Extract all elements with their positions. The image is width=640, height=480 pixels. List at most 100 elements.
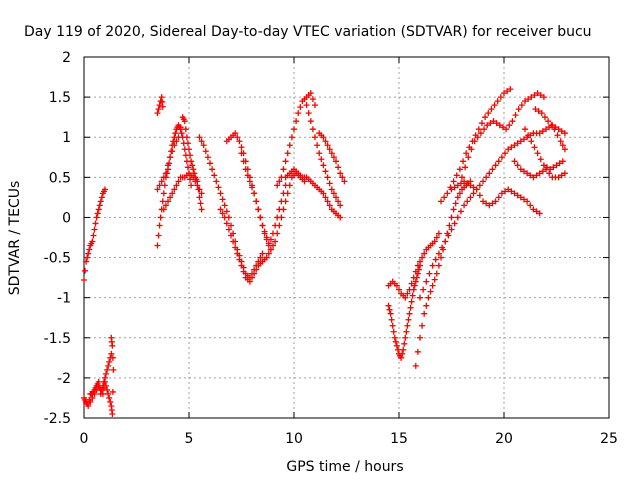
series-arc-r — [412, 178, 474, 369]
data-point-plus — [534, 150, 541, 157]
series-arc-a — [81, 186, 108, 284]
data-point-plus — [316, 150, 323, 157]
data-point-plus — [253, 198, 260, 205]
data-point-plus — [320, 134, 327, 141]
data-point-plus — [433, 234, 440, 241]
data-point-plus — [520, 136, 527, 143]
data-point-plus — [535, 108, 542, 115]
data-point-plus — [251, 270, 258, 277]
data-point-plus — [234, 134, 241, 141]
data-point-plus — [431, 238, 438, 245]
data-point-plus — [514, 192, 521, 199]
data-point-plus — [190, 166, 197, 173]
data-point-plus — [284, 150, 291, 157]
data-point-plus — [489, 166, 496, 173]
data-point-plus — [486, 202, 493, 209]
data-point-plus — [527, 202, 534, 209]
data-point-plus — [165, 162, 171, 169]
data-point-plus — [488, 106, 495, 113]
series-arc-c — [87, 334, 117, 417]
data-point-plus — [531, 144, 538, 151]
data-point-plus — [196, 186, 203, 193]
data-point-plus — [337, 202, 344, 209]
data-point-plus — [324, 142, 331, 149]
data-point-plus — [242, 166, 249, 173]
data-point-plus — [517, 194, 524, 201]
data-point-plus — [337, 170, 344, 177]
data-point-plus — [522, 126, 528, 133]
data-point-plus — [540, 162, 547, 169]
data-point-plus — [249, 184, 255, 191]
data-point-plus — [527, 172, 534, 179]
data-point-plus — [457, 208, 464, 215]
data-point-plus — [232, 244, 239, 251]
data-point-plus — [207, 160, 213, 167]
data-point-plus — [467, 194, 474, 201]
data-point-plus — [188, 158, 195, 165]
data-point-plus — [445, 232, 452, 239]
data-point-plus — [322, 168, 329, 175]
y-axis-tick-labels: -2.5 -2 -1.5 -1 -0.5 0 0.5 1 1.5 2 — [44, 50, 71, 427]
data-point-plus — [432, 256, 439, 263]
data-point-plus — [109, 388, 116, 395]
data-point-plus — [433, 270, 440, 277]
data-point-plus — [412, 268, 419, 275]
data-point-plus — [536, 170, 543, 177]
data-point-plus — [286, 142, 293, 149]
data-point-plus — [240, 268, 247, 275]
data-point-plus — [561, 170, 568, 177]
data-point-plus — [534, 90, 541, 97]
data-point-plus — [106, 358, 113, 365]
data-point-plus — [95, 206, 102, 213]
series-arc-m — [282, 166, 344, 221]
data-point-plus — [198, 138, 205, 145]
data-point-plus — [448, 186, 455, 193]
data-point-plus — [531, 92, 538, 99]
data-point-plus — [160, 190, 167, 197]
data-point-plus — [228, 222, 234, 229]
data-point-plus — [172, 130, 179, 137]
chart-title: Day 119 of 2020, Sidereal Day-to-day VTE… — [24, 24, 592, 40]
data-point-plus — [99, 390, 106, 397]
x-tick-label: 5 — [185, 431, 194, 447]
series-arc-p — [385, 262, 423, 361]
data-point-plus — [463, 150, 470, 157]
data-point-plus — [274, 230, 281, 237]
plot-gridlines — [84, 57, 609, 418]
data-point-plus — [255, 206, 262, 213]
data-point-plus — [528, 94, 535, 101]
data-point-plus — [286, 182, 293, 189]
data-point-plus — [181, 118, 188, 125]
data-point-plus — [412, 362, 419, 369]
data-point-plus — [435, 250, 442, 257]
data-point-plus — [85, 402, 92, 409]
data-point-plus — [467, 182, 474, 189]
data-point-plus — [324, 198, 331, 205]
data-point-plus — [470, 190, 477, 197]
data-point-plus — [547, 166, 554, 173]
series-arc-x — [522, 126, 566, 173]
series-arc-t — [438, 86, 514, 205]
data-point-plus — [106, 394, 113, 401]
data-point-plus — [391, 334, 398, 341]
data-point-plus — [411, 282, 418, 289]
data-points — [81, 86, 568, 417]
data-point-plus — [536, 210, 543, 217]
data-point-plus — [189, 162, 196, 169]
data-point-plus — [102, 378, 108, 385]
y-tick-label: 2 — [62, 50, 71, 66]
data-point-plus — [97, 198, 104, 205]
data-point-plus — [405, 316, 412, 323]
data-point-plus — [502, 150, 509, 157]
data-point-plus — [509, 118, 516, 125]
data-point-plus — [238, 150, 245, 157]
data-point-plus — [483, 200, 490, 207]
y-tick-label: -2.5 — [44, 411, 71, 427]
data-point-plus — [265, 240, 272, 247]
data-point-plus — [103, 382, 110, 389]
data-point-plus — [104, 366, 111, 373]
data-point-plus — [154, 186, 161, 193]
data-point-plus — [477, 130, 484, 137]
data-point-plus — [108, 350, 115, 357]
data-point-plus — [190, 174, 197, 181]
